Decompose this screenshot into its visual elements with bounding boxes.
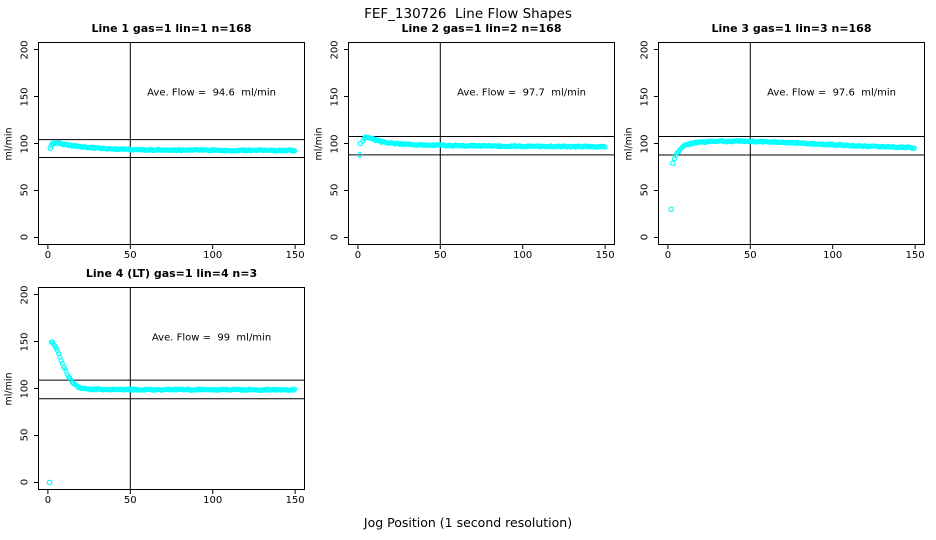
- y-tick-label: 0: [639, 234, 651, 241]
- y-tick-label: 200: [19, 39, 31, 60]
- plot-canvas: [34, 287, 305, 494]
- y-tick-label: 100: [329, 133, 341, 154]
- ave-flow-annotation: Ave. Flow = 99 ml/min: [151, 332, 272, 344]
- y-tick-label: 150: [329, 86, 341, 107]
- y-tick-label: 100: [19, 133, 31, 154]
- x-tick-label: 0: [44, 250, 52, 261]
- y-axis-label: ml/min: [3, 371, 15, 406]
- x-tick-label: 50: [433, 250, 447, 261]
- y-axis-label: ml/min: [313, 126, 325, 161]
- x-tick-label: 100: [823, 250, 843, 261]
- subplot-line-2: Line 2 gas=1 lin=2 n=168 Ave. Flow = 97.…: [310, 20, 622, 265]
- subplot-title: Line 3 gas=1 lin=3 n=168: [711, 22, 872, 35]
- figure-title: FEF_130726 Line Flow Shapes: [364, 6, 572, 22]
- ave-flow-annotation: Ave. Flow = 97.7 ml/min: [457, 87, 586, 99]
- x-tick-label: 150: [595, 250, 615, 261]
- y-tick-label: 150: [19, 331, 31, 352]
- y-tick-label: 150: [19, 86, 31, 107]
- y-tick-label: 50: [639, 184, 651, 197]
- x-tick-label: 100: [203, 495, 223, 506]
- x-tick-label: 0: [354, 250, 362, 261]
- subplot-title: Line 2 gas=1 lin=2 n=168: [401, 22, 562, 35]
- subplot-line-4: Line 4 (LT) gas=1 lin=4 n=3 Ave. Flow = …: [0, 265, 312, 510]
- y-tick-label: 0: [19, 479, 31, 486]
- x-tick-label: 50: [123, 250, 137, 261]
- x-tick-label: 150: [285, 250, 305, 261]
- subplot-title: Line 1 gas=1 lin=1 n=168: [91, 22, 252, 35]
- y-axis-label: ml/min: [623, 126, 635, 161]
- y-tick-label: 200: [639, 39, 651, 60]
- x-tick-label: 0: [664, 250, 672, 261]
- y-tick-label: 0: [329, 234, 341, 241]
- y-tick-label: 100: [19, 378, 31, 399]
- x-tick-label: 0: [44, 495, 52, 506]
- ave-flow-annotation: Ave. Flow = 97.6 ml/min: [767, 87, 896, 99]
- x-tick-label: 50: [743, 250, 757, 261]
- plot-canvas: [654, 42, 925, 249]
- x-tick-label: 150: [285, 495, 305, 506]
- y-tick-label: 150: [639, 86, 651, 107]
- subplot-line-1: Line 1 gas=1 lin=1 n=168 Ave. Flow = 94.…: [0, 20, 312, 265]
- plot-area: Ave. Flow = 97.6 ml/min: [654, 42, 925, 249]
- plot-area: Ave. Flow = 94.6 ml/min: [34, 42, 305, 249]
- plot-canvas: [34, 42, 305, 249]
- plot-area: Ave. Flow = 97.7 ml/min: [344, 42, 615, 249]
- y-tick-label: 0: [19, 234, 31, 241]
- y-axis-label: ml/min: [3, 126, 15, 161]
- y-tick-label: 50: [19, 429, 31, 442]
- subplot-title: Line 4 (LT) gas=1 lin=4 n=3: [85, 267, 258, 280]
- plot-canvas: [344, 42, 615, 249]
- plot-area: Ave. Flow = 99 ml/min: [34, 287, 305, 494]
- x-tick-label: 150: [905, 250, 925, 261]
- y-tick-label: 200: [329, 39, 341, 60]
- y-tick-label: 200: [19, 284, 31, 305]
- x-tick-label: 50: [123, 495, 137, 506]
- y-tick-label: 50: [329, 184, 341, 197]
- subplot-line-3: Line 3 gas=1 lin=3 n=168 Ave. Flow = 97.…: [620, 20, 932, 265]
- ave-flow-annotation: Ave. Flow = 94.6 ml/min: [147, 87, 276, 99]
- x-axis-label: Jog Position (1 second resolution): [363, 515, 573, 530]
- y-tick-label: 100: [639, 133, 651, 154]
- x-tick-label: 100: [203, 250, 223, 261]
- y-tick-label: 50: [19, 184, 31, 197]
- x-tick-label: 100: [513, 250, 533, 261]
